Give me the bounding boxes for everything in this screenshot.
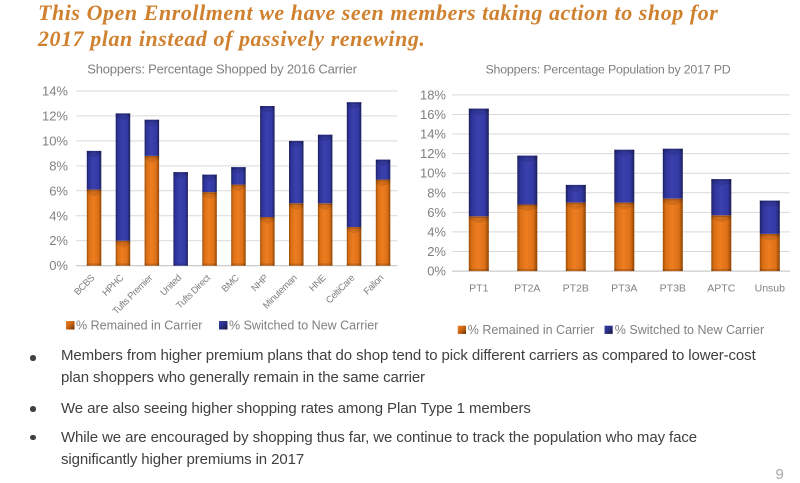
svg-text:Shoppers: Percentage Shopped b: Shoppers: Percentage Shopped by 2016 Car… [87,62,357,77]
svg-text:PT2A: PT2A [514,282,540,294]
svg-text:Fallon: Fallon [362,273,386,297]
svg-text:NHP: NHP [249,273,270,294]
svg-text:APTC: APTC [707,282,735,294]
svg-text:8%: 8% [49,158,68,173]
svg-text:2%: 2% [427,244,446,259]
svg-text:PT3B: PT3B [660,282,686,294]
svg-text:14%: 14% [420,127,446,142]
svg-text:18%: 18% [420,87,446,102]
svg-text:4%: 4% [49,208,68,223]
svg-text:14%: 14% [42,84,68,99]
svg-text:PT2B: PT2B [563,282,589,294]
svg-text:United: United [158,273,184,299]
svg-text:0%: 0% [427,264,446,279]
svg-text:Shoppers: Percentage Populatio: Shoppers: Percentage Population by 2017 … [485,63,730,77]
svg-text:12%: 12% [42,108,68,123]
svg-text:BMC: BMC [220,272,242,294]
svg-text:HPHC: HPHC [100,272,126,298]
svg-text:Unsub: Unsub [755,282,786,294]
svg-text:6%: 6% [427,205,446,220]
svg-text:8%: 8% [427,185,446,200]
svg-text:12%: 12% [420,146,446,161]
svg-text:PT1: PT1 [469,282,488,294]
svg-text:10%: 10% [420,166,446,181]
svg-text:CeltiCare: CeltiCare [324,273,357,306]
svg-text:% Remained in Carrier: % Remained in Carrier [468,323,594,337]
svg-text:6%: 6% [49,183,68,198]
svg-text:BCBS: BCBS [72,273,97,298]
svg-text:% Remained in Carrier: % Remained in Carrier [76,319,202,333]
svg-text:HNE: HNE [307,273,328,294]
svg-text:PT3A: PT3A [611,282,637,294]
svg-text:4%: 4% [427,224,446,239]
svg-text:16%: 16% [420,107,446,122]
svg-text:2%: 2% [49,233,68,248]
svg-text:% Switched to New Carrier: % Switched to New Carrier [229,319,378,333]
svg-text:% Switched to New Carrier: % Switched to New Carrier [615,323,764,337]
svg-text:10%: 10% [42,133,68,148]
svg-text:0%: 0% [49,258,68,273]
